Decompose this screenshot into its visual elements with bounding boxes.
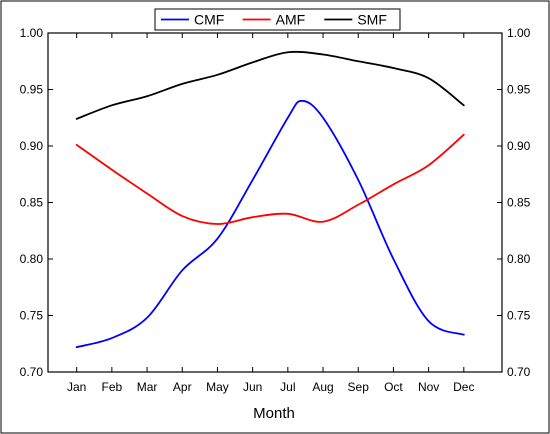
y-tick-label-left: 1.00 (20, 26, 44, 40)
x-tick-label: Mar (137, 380, 158, 394)
x-tick-label: Jan (67, 380, 86, 394)
y-tick-label-left: 0.70 (20, 365, 44, 379)
x-tick-label: Jul (280, 380, 295, 394)
legend-label-smf: SMF (357, 12, 387, 28)
series-line-cmf (75, 99, 465, 349)
x-tick-label: Aug (312, 380, 333, 394)
y-tick-label-right: 0.85 (507, 196, 531, 210)
y-tick-label-right: 0.70 (507, 365, 531, 379)
x-tick-label: Dec (453, 380, 474, 394)
legend-label-cmf: CMF (194, 12, 224, 28)
x-tick-label: Nov (418, 380, 439, 394)
y-tick-label-left: 0.75 (20, 309, 44, 323)
y-tick-label-right: 0.75 (507, 309, 531, 323)
y-tick-label-left: 0.80 (20, 252, 44, 266)
x-tick-label: Apr (173, 380, 192, 394)
legend-label-amf: AMF (276, 12, 306, 28)
y-tick-label-right: 0.90 (507, 139, 531, 153)
x-tick-label: Sep (348, 380, 370, 394)
x-tick-label: Feb (102, 380, 123, 394)
x-tick-label: May (206, 380, 229, 394)
y-tick-label-left: 0.90 (20, 139, 44, 153)
series-line-amf (75, 133, 465, 225)
y-tick-label-right: 0.95 (507, 83, 531, 97)
x-tick-label: Oct (384, 380, 403, 394)
plot-area: 0.70 0.70 0.75 0.75 0.80 0.80 0.85 0.85 0.90 0.90… (20, 26, 531, 394)
y-tick-label-left: 0.85 (20, 196, 44, 210)
y-tick-label-left: 0.95 (20, 83, 44, 97)
x-axis-title: Month (253, 405, 295, 422)
y-tick-label-right: 1.00 (507, 26, 531, 40)
series-line-smf (75, 50, 465, 120)
y-tick-label-right: 0.80 (507, 252, 531, 266)
legend-box (154, 8, 401, 31)
legend: CMF AMF SMF (154, 8, 401, 31)
x-tick-label: Jun (243, 380, 262, 394)
